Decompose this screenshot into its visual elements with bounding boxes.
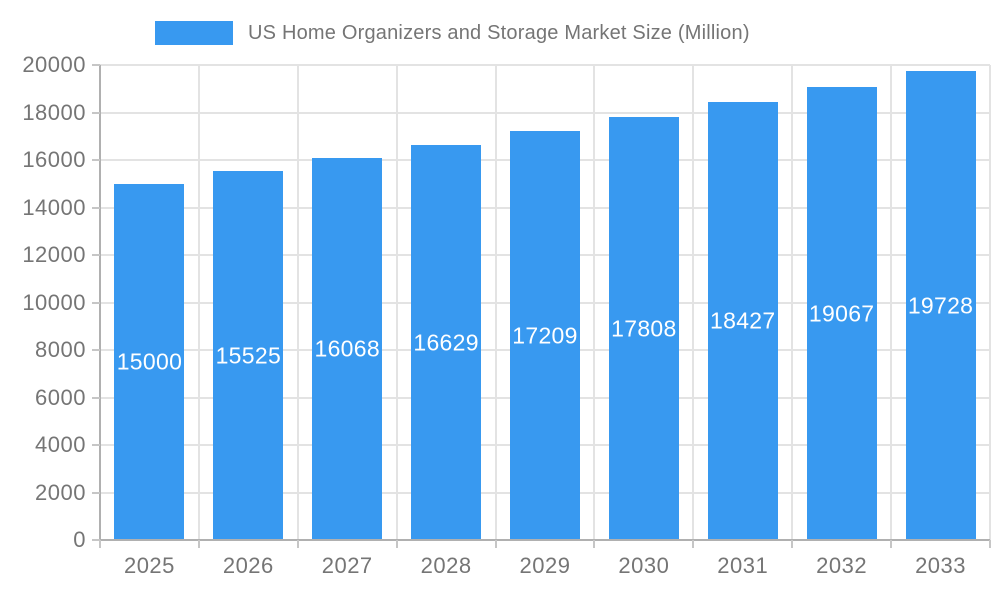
y-axis-label-8000: 8000 [35,337,86,362]
y-axis-label-0: 0 [73,527,86,552]
bar-value-label-2032: 19067 [808,300,875,327]
gridline-x-6 [692,65,695,540]
y-axis-line [99,65,101,548]
bar-value-label-2027: 16068 [314,335,380,362]
bar-2033[interactable]: 19728 [905,71,976,540]
bar-2027[interactable]: 16068 [312,158,383,540]
y-tick-0 [92,539,100,541]
x-tick-6 [692,540,695,548]
y-tick-16000 [92,159,100,161]
x-axis-line [92,539,990,541]
y-tick-6000 [92,396,100,399]
bar-2032[interactable]: 19067 [806,87,877,540]
x-tick-3 [395,540,398,548]
gridline-y-20000 [100,64,990,66]
gridline-x-4 [494,65,497,540]
x-axis-label-2032: 2032 [816,553,868,578]
y-tick-8000 [92,349,100,351]
gridline-x-5 [593,65,596,540]
y-tick-4000 [92,444,100,446]
x-tick-8 [890,540,893,548]
bar-2029[interactable]: 17209 [510,131,580,540]
bar-value-label-2030: 17808 [611,315,677,342]
x-tick-0 [99,540,101,548]
gridline-x-2 [296,65,299,540]
bar-2025[interactable]: 15000 [114,183,185,540]
chart-legend[interactable]: US Home Organizers and Storage Market Si… [155,20,750,46]
y-tick-18000 [92,111,100,114]
legend-swatch-icon [155,21,233,45]
y-axis-label-20000: 20000 [22,52,86,77]
y-tick-14000 [92,206,100,209]
bar-value-label-2028: 16629 [413,329,479,356]
bar-value-label-2026: 15525 [215,342,282,369]
x-tick-4 [494,540,497,548]
bar-2026[interactable]: 15525 [213,171,284,540]
gridline-x-3 [395,65,398,540]
x-tick-7 [791,540,794,548]
plot-area: 15000 15525 16068 16629 17209 17808 18427 19067… [100,64,991,540]
x-axis-label-2030: 2030 [618,553,670,578]
y-axis-label-2000: 2000 [35,479,86,505]
gridline-x-1 [197,65,200,540]
bar-2031[interactable]: 18427 [707,102,778,540]
gridline-y-18000 [100,111,990,114]
y-axis-label-18000: 18000 [22,99,86,125]
x-axis-label-2028: 2028 [420,553,472,578]
y-tick-10000 [92,301,100,304]
bar-2028[interactable]: 16629 [411,145,482,540]
y-axis-label-14000: 14000 [22,194,86,220]
y-axis-label-16000: 16000 [22,147,86,172]
x-tick-5 [593,540,596,548]
x-tick-9 [989,540,991,548]
x-axis-label-2026: 2026 [222,553,274,578]
x-axis-label-2029: 2029 [519,553,571,578]
x-tick-1 [197,540,200,548]
bar-value-label-2033: 19728 [907,292,974,319]
x-axis-label-2027: 2027 [321,553,373,578]
gridline-x-9 [989,65,991,540]
y-tick-20000 [92,64,100,66]
bar-value-label-2025: 15000 [116,348,183,375]
bar-2030[interactable]: 17808 [608,117,679,540]
y-axis-label-10000: 10000 [22,289,86,315]
x-axis-label-2033: 2033 [915,553,967,578]
y-tick-2000 [92,491,100,494]
y-tick-12000 [92,254,100,256]
y-axis-label-12000: 12000 [22,242,86,267]
bar-value-label-2031: 18427 [710,307,776,334]
gridline-x-7 [791,65,794,540]
x-tick-2 [296,540,299,548]
gridline-x-8 [890,65,893,540]
x-axis-label-2025: 2025 [123,553,175,578]
bar-value-label-2029: 17209 [512,322,578,349]
legend-label: US Home Organizers and Storage Market Si… [248,21,750,44]
y-axis-label-4000: 4000 [35,432,86,457]
x-axis-label-2031: 2031 [717,553,769,578]
y-axis-label-6000: 6000 [35,384,86,410]
